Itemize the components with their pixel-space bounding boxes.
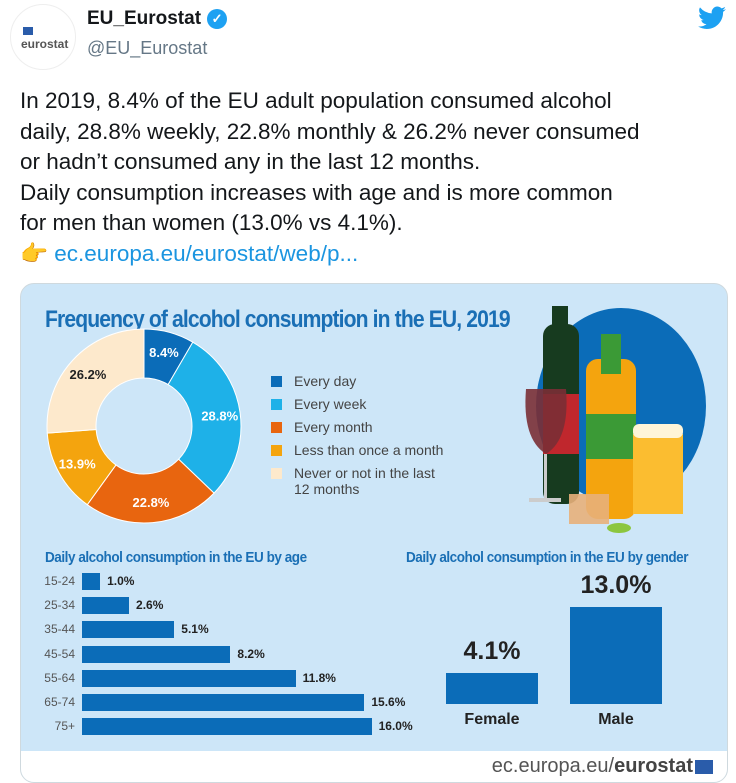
age-bar — [82, 645, 231, 663]
legend-swatch — [271, 422, 282, 433]
verified-badge-icon: ✓ — [207, 9, 228, 29]
legend-label: Never or not in the last 12 months — [294, 465, 435, 497]
infographic-card[interactable]: Frequency of alcohol consumption in the … — [20, 283, 728, 783]
gender-bar — [446, 673, 538, 704]
legend-swatch — [271, 376, 282, 387]
age-bar — [82, 669, 296, 687]
gender-value: 13.0% — [580, 571, 652, 600]
age-bar — [82, 694, 365, 711]
age-value: 8.2% — [237, 646, 265, 661]
tweet-line: daily, 28.8% weekly, 22.8% monthly & 26.… — [20, 118, 640, 144]
twitter-bird-icon[interactable] — [698, 6, 726, 30]
age-label: 75+ — [54, 719, 75, 734]
donut-slice — [167, 341, 242, 494]
age-value: 2.6% — [136, 598, 164, 613]
tweet-line: In 2019, 8.4% of the EU adult population… — [20, 88, 612, 113]
legend-swatch — [271, 445, 282, 456]
age-value: 5.1% — [181, 622, 209, 637]
tweet-line: or hadn’t consumed any in the last 12 mo… — [20, 149, 481, 174]
legend-label: Less than once a month — [294, 442, 444, 458]
legend-item-never: Never or not in the last 12 months — [271, 465, 441, 497]
legend-label: Every week — [294, 396, 367, 412]
footer-brand: eurostat — [614, 755, 693, 777]
age-chart-title: Daily alcohol consumption in the EU by a… — [45, 549, 307, 566]
eu-flag-icon — [695, 759, 713, 774]
gender-value: 4.1% — [463, 637, 521, 666]
user-handle[interactable]: @EU_Eurostat — [87, 38, 208, 58]
age-label: 45-54 — [44, 646, 75, 661]
avatar[interactable]: eurostat — [10, 4, 76, 70]
legend-item-every-day: Every day — [271, 373, 356, 389]
donut-label: 28.8% — [201, 408, 238, 423]
age-bar — [82, 621, 175, 639]
infographic-footer: ec.europa.eu/eurostat — [21, 751, 727, 782]
donut-slice — [86, 458, 215, 524]
legend-label: Every month — [294, 419, 373, 435]
donut-label: 22.8% — [133, 495, 170, 510]
tweet-link[interactable]: ec.europa.eu/eurostat/web/p... — [54, 240, 359, 266]
donut-label: 13.9% — [59, 456, 96, 471]
tweet-text: In 2019, 8.4% of the EU adult population… — [20, 86, 730, 269]
donut-label: 26.2% — [70, 367, 107, 382]
pointing-hand-icon: 👉 — [20, 240, 49, 266]
donut-label: 8.4% — [149, 345, 179, 360]
footer-source: ec.europa.eu/eurostat — [492, 755, 713, 778]
age-value: 11.8% — [302, 670, 336, 685]
legend-item-less-than-monthly: Less than once a month — [271, 442, 443, 458]
legend-item-every-week: Every week — [271, 396, 366, 412]
gender-chart-title: Daily alcohol consumption in the EU by g… — [406, 549, 689, 566]
age-label: 55-64 — [44, 670, 75, 685]
gender-bar — [570, 607, 662, 704]
age-label: 35-44 — [44, 622, 75, 637]
infographic-title: Frequency of alcohol consumption in the … — [45, 306, 511, 333]
avatar-logo-text: eurostat — [21, 37, 69, 51]
display-name[interactable]: EU_Eurostat ✓ — [87, 8, 228, 30]
footer-url: ec.europa.eu/ — [491, 755, 615, 777]
age-label: 25-34 — [44, 598, 75, 613]
drinks-illustration — [525, 306, 706, 533]
age-bar — [82, 597, 130, 615]
gender-label: Female — [464, 711, 520, 728]
age-label: 65-74 — [44, 695, 75, 709]
tweet-line: for men than women (13.0% vs 4.1%). — [20, 210, 403, 235]
gender-label: Male — [598, 711, 634, 728]
tweet-line: Daily consumption increases with age and… — [20, 179, 613, 205]
age-bar — [82, 718, 372, 736]
infographic-charts: 8.4% 28.8% 22.8% 13.9% 26.2% — [46, 306, 706, 533]
legend-label: Every day — [294, 373, 357, 389]
age-bar — [82, 573, 101, 590]
legend-item-every-month: Every month — [271, 419, 373, 435]
donut-slice — [46, 328, 145, 434]
age-value: 1.0% — [107, 574, 135, 588]
display-name-text: EU_Eurostat — [87, 8, 202, 29]
eu-flag-icon — [23, 27, 33, 35]
age-value: 16.0% — [378, 719, 413, 734]
age-value: 15.6% — [371, 695, 406, 709]
legend-swatch — [271, 399, 282, 410]
age-label: 15-24 — [44, 574, 75, 588]
legend-swatch — [271, 468, 282, 479]
